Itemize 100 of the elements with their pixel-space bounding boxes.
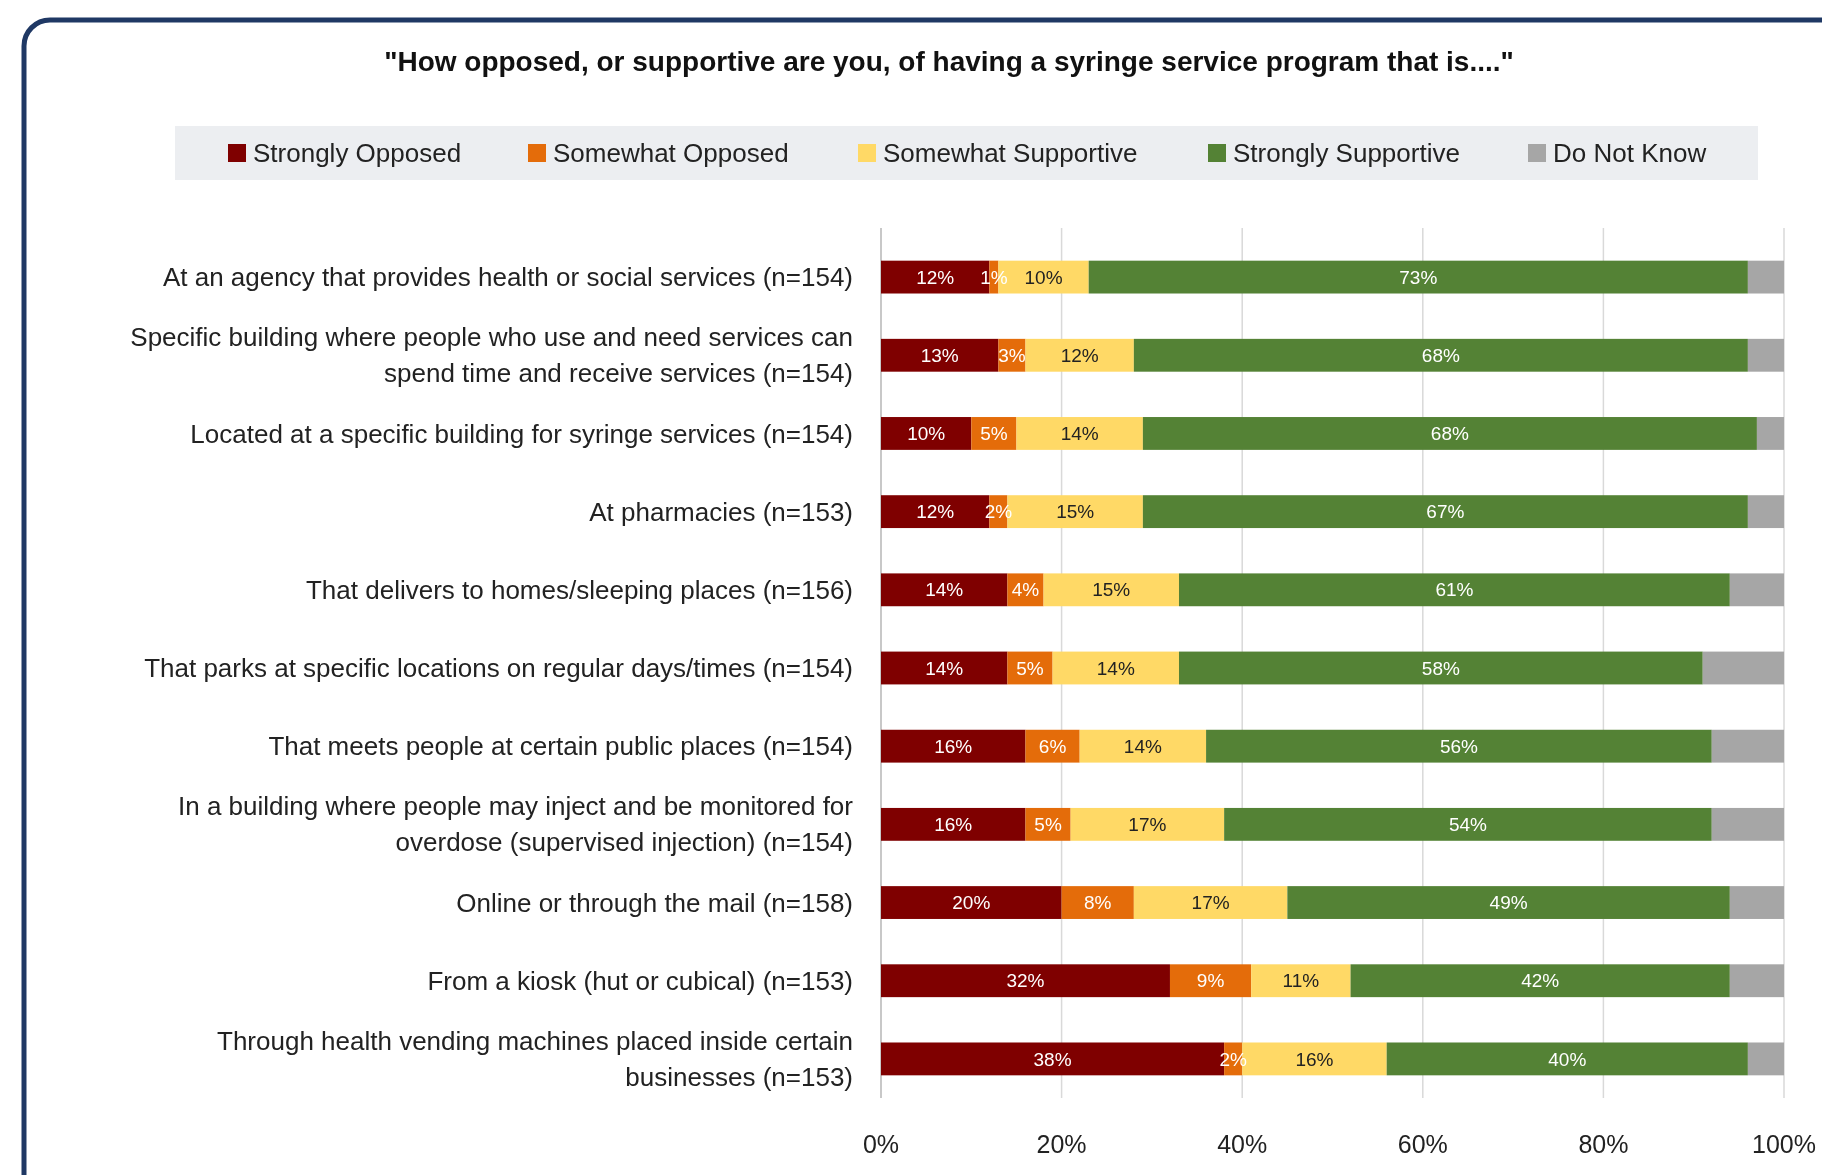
data-label: 56% (1439, 735, 1479, 757)
y-tick-label: Through health vending machines placed inside certain businesses (n=153) (217, 1026, 853, 1093)
bar (881, 807, 1026, 841)
bar (1251, 964, 1351, 998)
bar (1206, 729, 1712, 763)
bar (1052, 651, 1179, 685)
bar (881, 964, 1170, 998)
bar (881, 338, 999, 372)
legend-label: Strongly Opposed (253, 138, 462, 169)
bar (1711, 729, 1784, 763)
legend-label: Do Not Know (1553, 138, 1707, 169)
data-label: 10% (907, 423, 946, 445)
data-label: 14% (1060, 423, 1099, 445)
data-label: 12% (916, 266, 955, 288)
data-label: 12% (916, 501, 955, 523)
bar (881, 651, 1008, 685)
y-tick-label: Located at a specific building for syringe services (n=154) (190, 418, 853, 449)
data-label: 11% (1282, 970, 1320, 992)
data-label: 12% (1060, 344, 1099, 366)
data-label: 32% (1006, 970, 1045, 992)
bar (1133, 886, 1288, 919)
bar (1016, 417, 1143, 450)
y-tick-label: At an agency that provides health or social services (n=154) (162, 262, 853, 293)
bar (1747, 260, 1784, 294)
data-label: 4% (1011, 579, 1040, 601)
data-label: 16% (1295, 1048, 1334, 1070)
data-label: 42% (1521, 970, 1560, 992)
y-tick-label: That delivers to homes/sleeping places (n=156) (305, 574, 853, 605)
bar (881, 729, 1026, 763)
bar (1729, 964, 1784, 998)
data-label: 16% (934, 814, 973, 836)
data-label: 5% (980, 423, 1008, 445)
data-label: 3% (998, 344, 1026, 366)
y-tick-label: Specific building where people who use and need services can spend time and receive services (n=154) (130, 322, 853, 389)
y-tick-label: That parks at specific locations on regular days/times (n=154) (144, 653, 853, 684)
bar (1043, 573, 1179, 607)
bar (1224, 807, 1712, 841)
bar (1729, 573, 1784, 607)
data-label: 54% (1448, 814, 1488, 836)
legend-label: Somewhat Supportive (883, 138, 1138, 169)
bar (1088, 260, 1748, 294)
data-label: 2% (984, 501, 1013, 523)
data-label: 6% (1038, 735, 1067, 757)
bar (881, 417, 972, 450)
data-label: 17% (1191, 892, 1230, 914)
data-label: 15% (1056, 501, 1095, 523)
bar (1729, 886, 1784, 919)
bar (1061, 886, 1134, 919)
bar (1702, 651, 1784, 685)
bar (1070, 807, 1225, 841)
data-label: 73% (1399, 266, 1438, 288)
x-tick-label: 0% (862, 1130, 900, 1158)
x-tick-label: 100% (1752, 1130, 1816, 1158)
y-tick-label: In a building where people may inject and be monitored for overdose (supervised injection) (n=154) (178, 791, 854, 858)
data-label: 9% (1196, 970, 1225, 992)
x-tick-label: 20% (1036, 1130, 1087, 1158)
bar (881, 886, 1062, 919)
x-tick-label: 80% (1578, 1130, 1629, 1158)
bar (1142, 495, 1748, 529)
data-label: 1% (980, 266, 1008, 288)
bar (1025, 729, 1080, 763)
bar (1747, 1042, 1784, 1076)
bar (1386, 1042, 1748, 1076)
data-label: 40% (1548, 1048, 1587, 1070)
y-tick-label: At pharmacies (n=153) (589, 496, 853, 527)
bar (1287, 886, 1730, 919)
data-label: 10% (1024, 266, 1063, 288)
bar (1079, 729, 1207, 763)
bar (1350, 964, 1730, 998)
bar (1025, 338, 1134, 372)
data-label: 68% (1421, 344, 1460, 366)
data-label: 5% (1016, 657, 1044, 679)
y-tick-label: From a kiosk (hut or cubical) (n=153) (427, 965, 853, 996)
chart-title: "How opposed, or supportive are you, of having a syringe service program that is...." (384, 46, 1514, 77)
data-label: 2% (1219, 1048, 1247, 1070)
data-label: 15% (1092, 579, 1131, 601)
bar (1711, 807, 1784, 841)
data-label: 5% (1034, 814, 1062, 836)
data-label: 67% (1426, 501, 1465, 523)
data-label: 16% (934, 735, 973, 757)
bar (1747, 338, 1784, 372)
bar (1178, 573, 1730, 607)
bar (1169, 964, 1252, 998)
bar (1133, 338, 1748, 372)
x-tick-label: 40% (1217, 1130, 1268, 1158)
data-label: 20% (952, 892, 991, 914)
data-label: 61% (1435, 579, 1474, 601)
bar (1747, 495, 1784, 529)
data-label: 8% (1083, 892, 1112, 914)
data-label: 14% (925, 657, 964, 679)
x-tick-label: 60% (1397, 1130, 1448, 1158)
data-label: 14% (925, 579, 964, 601)
bar (1178, 651, 1703, 685)
y-tick-label: That meets people at certain public places (n=154) (268, 731, 853, 762)
data-label: 13% (920, 344, 959, 366)
data-label: 38% (1033, 1048, 1072, 1070)
legend-label: Strongly Supportive (1233, 138, 1460, 169)
data-label: 14% (1096, 657, 1135, 679)
legend-label: Somewhat Opposed (553, 138, 789, 169)
bar (881, 573, 1008, 607)
